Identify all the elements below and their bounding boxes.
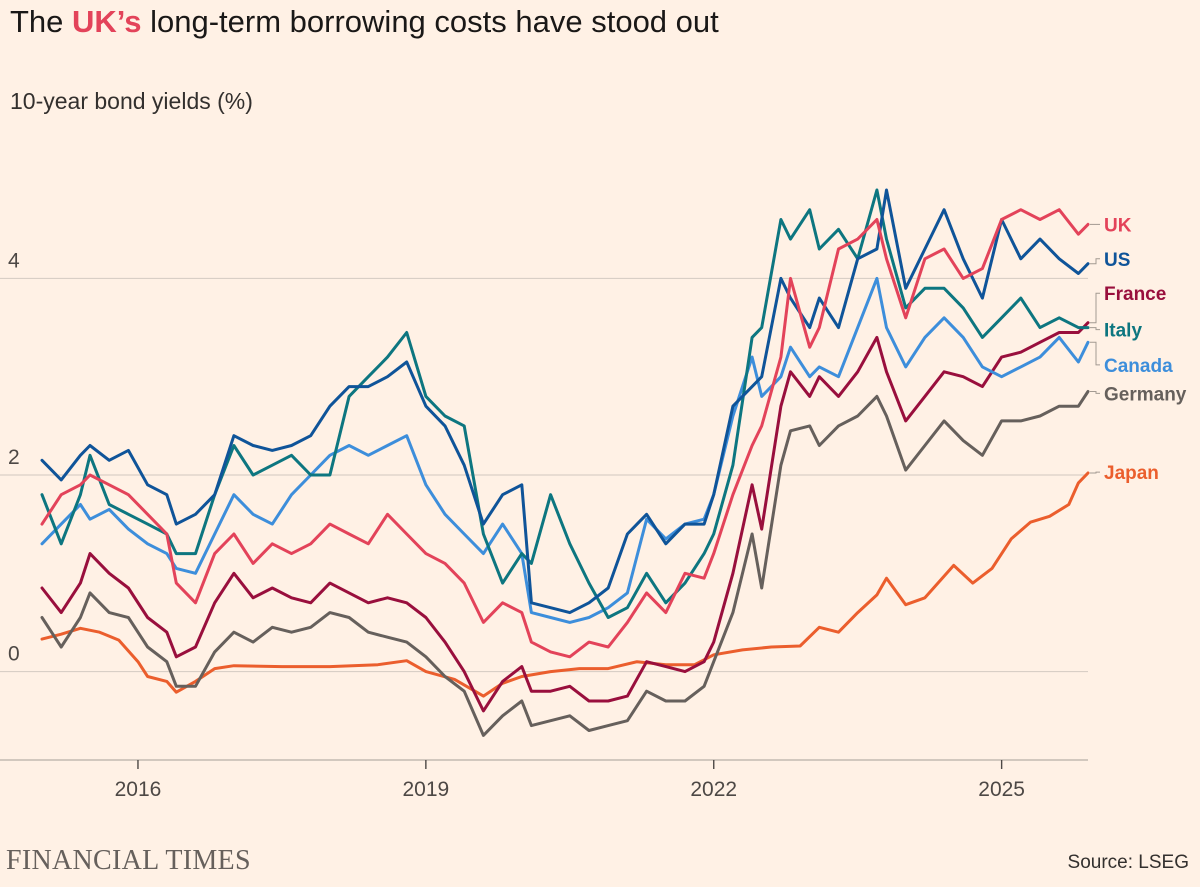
- title-prefix: The: [10, 4, 73, 39]
- label-connector-japan: [1090, 471, 1100, 474]
- series-line-canada: [40, 276, 1090, 624]
- series-line-germany: [40, 390, 1090, 737]
- series-labels: UK US France Italy Canada Germany Japan: [1104, 215, 1187, 484]
- chart-title: The UK’s long-term borrowing costs have …: [10, 4, 719, 40]
- series-label-us: US: [1104, 250, 1130, 271]
- series-line-france: [40, 321, 1090, 713]
- series-label-france: France: [1104, 284, 1166, 305]
- x-axis: 2016 2019 2022 2025: [0, 759, 1088, 801]
- chart-subtitle: 10-year bond yields (%): [10, 88, 253, 114]
- title-suffix: long-term borrowing costs have stood out: [141, 4, 719, 39]
- label-connector-italy: [1090, 327, 1100, 331]
- series-line-japan: [40, 471, 1090, 698]
- series-line-uk: [40, 208, 1090, 659]
- y-tick-label-0: 0: [8, 643, 20, 666]
- title-highlight: UK’s: [72, 4, 142, 39]
- label-connector-us: [1090, 258, 1100, 265]
- series-label-germany: Germany: [1104, 384, 1187, 405]
- x-tick-label-2019: 2019: [402, 778, 449, 801]
- series-lines: [40, 188, 1090, 737]
- y-tick-label-4: 4: [8, 249, 20, 272]
- grid-lines: 0 2 4: [0, 249, 1088, 673]
- series-label-italy: Italy: [1104, 321, 1142, 342]
- label-connector-canada: [1090, 341, 1100, 366]
- label-connectors: [1090, 223, 1100, 474]
- label-connector-france: [1090, 292, 1100, 324]
- series-label-uk: UK: [1104, 215, 1132, 236]
- y-tick-label-2: 2: [8, 446, 20, 469]
- series-label-canada: Canada: [1104, 356, 1173, 377]
- source-note: Source: LSEG: [1067, 852, 1189, 873]
- x-tick-label-2022: 2022: [690, 778, 737, 801]
- x-tick-label-2016: 2016: [115, 778, 162, 801]
- series-label-japan: Japan: [1104, 463, 1159, 484]
- x-tick-label-2025: 2025: [978, 778, 1025, 801]
- label-connector-germany: [1090, 391, 1100, 394]
- ft-logo: FINANCIAL TIMES: [6, 845, 251, 876]
- series-line-us: [40, 188, 1090, 615]
